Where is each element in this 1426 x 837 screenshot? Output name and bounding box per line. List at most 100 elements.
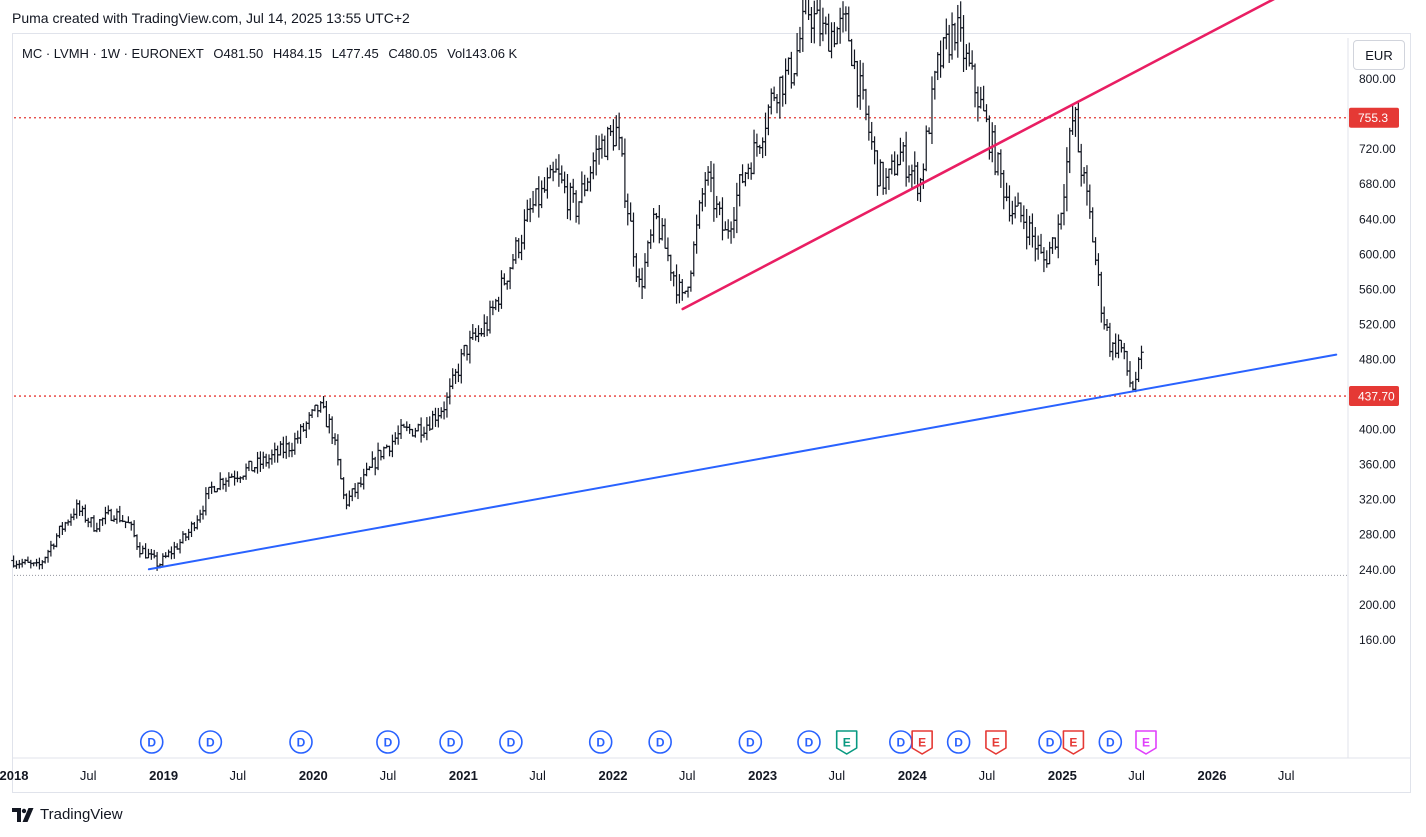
ohlc-bar <box>1044 250 1050 268</box>
dividend-marker[interactable]: D <box>1038 730 1062 754</box>
ohlc-bar <box>453 368 458 384</box>
dividend-marker[interactable]: D <box>797 730 821 754</box>
price-tick-label: 520.00 <box>1359 317 1396 331</box>
event-letter: D <box>147 736 156 750</box>
ohlc-bar <box>608 125 613 136</box>
ohlc-bar <box>160 553 166 567</box>
ohlc-bar <box>869 121 875 150</box>
ohlc-bar <box>283 435 289 459</box>
price-tick-label: 240.00 <box>1359 563 1396 577</box>
ohlc-bar <box>1027 215 1032 246</box>
ohlc-bar <box>1110 342 1116 361</box>
dividend-marker[interactable]: D <box>439 730 463 754</box>
ohlc-bar <box>484 316 490 337</box>
trendline-uptrend <box>681 0 1275 311</box>
dividend-marker[interactable]: D <box>648 730 672 754</box>
ohlc-bar <box>206 486 212 500</box>
tradingview-logo[interactable]: TradingView <box>12 806 123 823</box>
ohlc-bar <box>326 413 332 434</box>
dividend-marker[interactable]: D <box>289 730 313 754</box>
ohlc-bar <box>504 280 510 290</box>
earnings-marker[interactable]: E <box>985 730 1007 755</box>
time-tick-label: 2025 <box>1048 768 1077 783</box>
price-tick-label: 360.00 <box>1359 458 1396 472</box>
ohlc-bar <box>777 76 783 119</box>
ohlc-bar <box>510 253 516 270</box>
ohlc-bar <box>700 188 705 212</box>
ohlc-bar <box>481 314 487 338</box>
ohlc-bar <box>1047 241 1052 265</box>
time-tick-label: 2026 <box>1198 768 1227 783</box>
earnings-marker[interactable]: E <box>835 730 858 755</box>
earnings-marker[interactable]: E <box>911 730 933 755</box>
earnings-marker[interactable]: E <box>1062 730 1085 755</box>
ohlc-bar <box>467 330 473 364</box>
price-tick-label: 320.00 <box>1359 493 1396 507</box>
ohlc-bar <box>883 168 889 195</box>
ohlc-bar <box>249 460 255 472</box>
ohlc-bar <box>525 199 530 222</box>
earnings-shield <box>1135 730 1157 755</box>
ohlc-bar <box>286 441 292 458</box>
ohlc-bar <box>1076 101 1081 153</box>
ohlc-bar <box>1055 214 1061 259</box>
ohlc-bar <box>809 6 814 44</box>
ohlc-bar <box>1067 127 1073 174</box>
ohlc-bar <box>969 50 975 70</box>
earnings-marker[interactable]: E <box>1135 730 1157 755</box>
ohlc-bar <box>260 451 266 469</box>
dividend-marker[interactable]: D <box>738 730 763 754</box>
ohlc-bar <box>992 125 998 176</box>
ohlc-bar <box>126 516 131 524</box>
dividend-circle <box>139 730 164 754</box>
dividend-marker[interactable]: D <box>139 730 164 754</box>
ohlc-bar <box>751 129 757 175</box>
ohlc-bar <box>573 190 579 223</box>
ohlc-bar <box>108 508 114 522</box>
ohlc-bar <box>955 4 961 58</box>
dividend-marker[interactable]: D <box>198 730 223 754</box>
ohlc-bar <box>390 434 395 458</box>
ohlc-bar <box>332 433 338 446</box>
dividend-circle <box>946 730 971 754</box>
ohlc-bar <box>1099 271 1104 323</box>
ohlc-bar <box>674 264 679 304</box>
dividend-marker[interactable]: D <box>946 730 971 754</box>
ohlc-bar <box>636 268 642 288</box>
dividend-marker[interactable]: D <box>889 730 913 754</box>
event-letter: E <box>992 736 1000 750</box>
ohlc-bar <box>163 552 168 559</box>
dividend-marker[interactable]: D <box>588 730 613 754</box>
ohlc-bar <box>961 15 966 72</box>
ohlc-bar <box>725 219 731 239</box>
ohlc-bar <box>1087 184 1093 219</box>
ohlc-bar <box>723 221 728 231</box>
ohlc-bar <box>748 162 754 180</box>
ohlc-bar <box>292 432 298 455</box>
ohlc-bar <box>143 543 148 559</box>
trendline-support <box>147 353 1338 571</box>
ohlc-bar <box>685 286 691 298</box>
price-tick-label: 600.00 <box>1359 247 1396 261</box>
ohlc-bar <box>886 168 892 190</box>
dividend-marker[interactable]: D <box>499 730 523 754</box>
ohlc-bar <box>1078 143 1084 187</box>
ohlc-bar <box>754 133 760 157</box>
ohlc-bar <box>418 417 424 443</box>
event-letter: D <box>447 736 456 750</box>
ohlc-bar <box>74 499 80 519</box>
currency-button[interactable]: EUR <box>1353 40 1405 70</box>
event-letter: D <box>507 736 516 750</box>
time-tick-label: Jul <box>829 768 846 783</box>
low-value: 477.45 <box>338 46 379 61</box>
price-tick-label: 560.00 <box>1359 282 1396 296</box>
ohlc-bar <box>923 125 929 172</box>
dividend-marker[interactable]: D <box>376 730 400 754</box>
dividend-marker[interactable]: D <box>1098 730 1123 754</box>
ohlc-bar <box>958 1 963 42</box>
earnings-shield <box>911 730 933 755</box>
ohlc-bar <box>768 88 774 115</box>
ohlc-bar <box>708 161 714 193</box>
ohlc-bar <box>547 164 553 179</box>
